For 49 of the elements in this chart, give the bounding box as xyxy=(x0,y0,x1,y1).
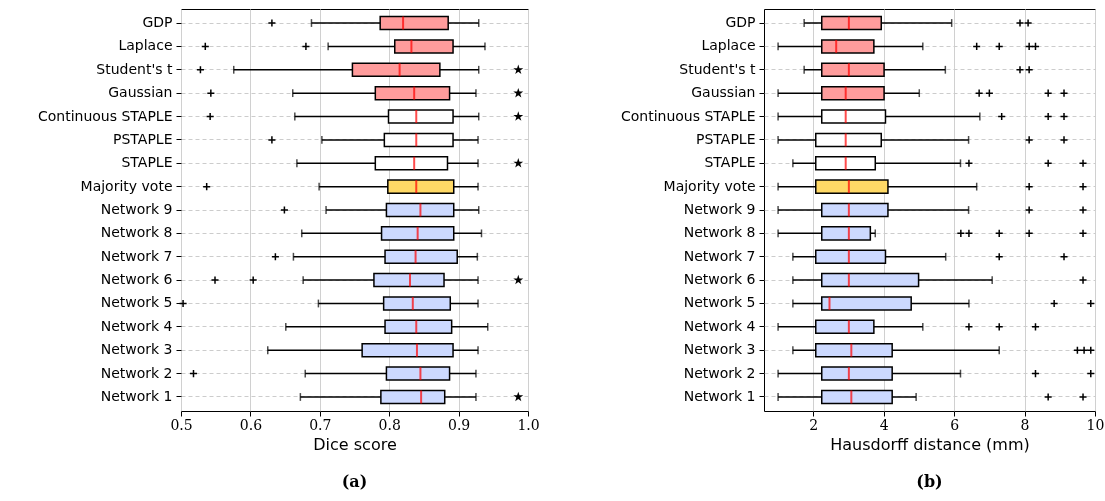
x-tick-label: 4 xyxy=(879,416,889,433)
y-tick-label: Laplace xyxy=(701,37,756,54)
y-tick-label: PSTAPLE xyxy=(696,130,756,147)
x-tick-label: 1.0 xyxy=(517,416,540,433)
y-tick-label: PSTAPLE xyxy=(113,130,173,147)
y-tick-label: Network 7 xyxy=(100,247,173,264)
text: (a) xyxy=(341,472,368,491)
y-tick-label: Majority vote xyxy=(80,177,173,194)
y-tick-label: Majority vote xyxy=(663,177,756,194)
y-tick-label: Network 6 xyxy=(100,271,173,288)
y-tick-label: Network 6 xyxy=(683,271,756,288)
y-tick-label: Gaussian xyxy=(108,84,173,101)
y-tick-label: Network 4 xyxy=(683,317,756,334)
y-tick-label: Laplace xyxy=(118,37,173,54)
y-tick-label: STAPLE xyxy=(121,154,173,171)
x-tick-label: 2 xyxy=(809,416,819,433)
y-tick-label: Network 1 xyxy=(683,387,756,404)
y-tick-label: Gaussian xyxy=(691,84,756,101)
y-tick-label: Student's t xyxy=(679,60,756,77)
x-tick-label: 0.7 xyxy=(309,416,332,433)
y-tick-label: Network 4 xyxy=(100,317,173,334)
y-tick-label: Network 9 xyxy=(683,201,756,217)
y-tick-label: Network 1 xyxy=(100,387,173,404)
x-tick-label: 0.5 xyxy=(170,416,193,433)
x-tick-label: 10 xyxy=(1086,416,1105,433)
x-tick-label: 0.9 xyxy=(447,416,471,433)
x-tick-label: 6 xyxy=(950,416,960,433)
y-tick-label: Network 8 xyxy=(100,224,173,241)
y-tick-label: Network 7 xyxy=(683,247,756,264)
y-tick-label: STAPLE xyxy=(704,154,756,171)
y-tick-label: GDP xyxy=(142,14,173,31)
y-tick-label: Network 2 xyxy=(100,364,173,381)
y-tick-label: Network 5 xyxy=(683,294,756,311)
x-tick-label: 8 xyxy=(1020,416,1030,433)
y-tick-label: Student's t xyxy=(96,60,173,77)
text: (b) xyxy=(916,472,943,491)
y-tick-label: Continuous STAPLE xyxy=(37,107,173,124)
x-axis-title: Dice score xyxy=(313,434,397,454)
x-tick-label: 0.8 xyxy=(378,416,401,433)
y-tick-label: Network 2 xyxy=(683,364,756,381)
y-tick-label: Network 8 xyxy=(683,224,756,241)
y-tick-label: GDP xyxy=(725,14,756,31)
x-axis-title: Hausdorff distance (mm) xyxy=(830,434,1030,454)
x-tick-label: 0.6 xyxy=(239,416,263,433)
y-tick-label: Network 3 xyxy=(100,341,173,358)
y-tick-label: Continuous STAPLE xyxy=(620,107,756,124)
y-tick-label: Network 3 xyxy=(683,341,756,358)
y-tick-label: Network 9 xyxy=(100,201,173,217)
y-tick-label: Network 5 xyxy=(100,294,173,311)
